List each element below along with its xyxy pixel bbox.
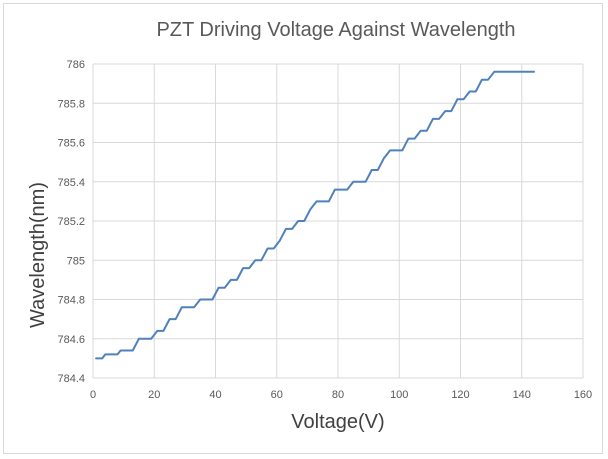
y-tick-label-1: 784.6	[57, 334, 85, 346]
grid	[92, 63, 584, 379]
x-tick-label-0: 0	[90, 389, 96, 401]
x-tick-label-3: 60	[271, 389, 283, 401]
x-axis-tick-labels: 0 20 40 60 80 100 120 140 160	[90, 389, 592, 401]
y-tick-label-6: 785.6	[57, 138, 85, 150]
y-tick-label-4: 785.2	[57, 216, 85, 228]
series-layer	[95, 70, 535, 360]
chart-frame	[3, 3, 603, 454]
y-axis-title: Wavelength(nm)	[27, 182, 49, 328]
x-tick-label-4: 80	[332, 389, 344, 401]
y-tick-label-3: 785	[67, 255, 85, 267]
series-line-0	[95, 70, 535, 360]
x-tick-label-6: 120	[451, 389, 469, 401]
y-axis-tick-labels: 784.4 784.6 784.8 785 785.2 785.4 785.6 785.8 78…	[57, 59, 85, 385]
x-tick-label-5: 100	[390, 389, 408, 401]
x-tick-label-8: 160	[574, 389, 592, 401]
x-tick-label-1: 20	[148, 389, 160, 401]
x-axis-title: Voltage(V)	[291, 411, 384, 433]
y-tick-label-7: 785.8	[57, 98, 85, 110]
y-tick-label-5: 785.4	[57, 177, 85, 189]
y-tick-label-8: 786	[67, 59, 85, 71]
y-tick-label-0: 784.4	[57, 373, 85, 385]
y-tick-label-2: 784.8	[57, 295, 85, 307]
x-tick-label-7: 140	[513, 389, 531, 401]
x-tick-label-2: 40	[209, 389, 221, 401]
chart-title: PZT Driving Voltage Against Wavelength	[156, 19, 515, 41]
